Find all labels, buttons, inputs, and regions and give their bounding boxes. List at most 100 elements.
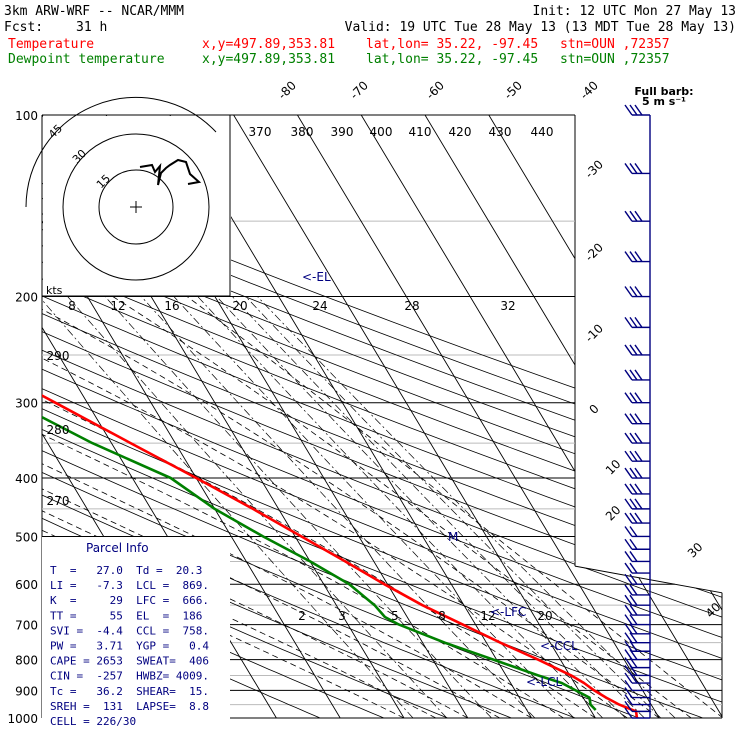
pressure-label-500: 500 [15, 530, 38, 544]
barb-flag [629, 594, 638, 606]
parcel-row: T = 27.0 Td = 20.3 [50, 564, 202, 577]
mixing-line-28 [245, 296, 662, 718]
barb-flag [634, 392, 643, 404]
barb-flag [624, 210, 633, 222]
wind-barb [624, 210, 650, 222]
barb-flag [634, 316, 643, 328]
wind-barb [624, 551, 650, 563]
mixing-label-28: 28 [404, 299, 419, 313]
barb-flag [634, 251, 643, 262]
wind-barb [624, 584, 650, 596]
wind-barb [624, 450, 650, 462]
wind-barb [624, 594, 650, 606]
barb-flag [624, 392, 633, 404]
mixing-ratio-lines [42, 296, 676, 718]
theta-label-390: 390 [331, 125, 354, 139]
wind-barb [624, 392, 650, 404]
barb-flag [629, 286, 638, 297]
theta-low-label-290: 290 [47, 349, 70, 363]
barb-flag [629, 604, 638, 616]
dry-adiabat-400 [42, 115, 722, 718]
barb-flag [624, 551, 633, 562]
barb-flag [629, 665, 638, 676]
parcel-row: K = 29 LFC = 666. [50, 594, 209, 607]
dry-adiabat-330 [42, 115, 722, 718]
barb-flag [624, 672, 633, 684]
moist-adiabat-35 [112, 296, 692, 718]
wind-barb [624, 562, 650, 574]
m-marker: M [448, 530, 458, 544]
mixing-label-20: 20 [232, 299, 247, 313]
barb-flag [624, 707, 633, 719]
barb-key-line1: Full barb: [634, 85, 693, 98]
barb-flag [634, 483, 643, 495]
hodograph-ring-0 [98, 169, 174, 245]
parcel-row: LI = -7.3 LCL = 869. [50, 579, 209, 592]
dewpoint-line [42, 115, 597, 711]
barb-flag [624, 573, 633, 585]
barb-flag [629, 657, 638, 669]
wind-barb [624, 604, 650, 616]
mixing-low-label-12: 12 [480, 609, 495, 623]
dry-adiabat-420 [42, 115, 722, 718]
wind-barb [624, 344, 650, 356]
isotherm-20 [216, 115, 604, 718]
lcl-marker: <-LCL [526, 675, 562, 689]
temp-label-30: 30 [685, 540, 706, 561]
wind-barb [624, 573, 650, 585]
temp-label--70: -70 [347, 78, 371, 102]
barb-flag [624, 450, 633, 462]
pressure-label-1000: 1000 [7, 712, 38, 726]
wind-barb [624, 163, 650, 175]
barb-flag [629, 551, 638, 562]
barb-flag [629, 512, 638, 524]
theta-label-420: 420 [449, 125, 472, 139]
barb-flag [629, 623, 638, 635]
barb-flag [629, 392, 638, 404]
hodograph-ring-1 [62, 133, 210, 281]
pressure-label-100: 100 [15, 109, 38, 123]
isotherm-30 [280, 115, 668, 718]
dry-adiabat-440 [42, 115, 722, 718]
temp-label--10: -10 [582, 321, 606, 345]
temp-xy: x,y=497.89,353.81 [202, 37, 335, 52]
parcel-row: CELL = 226/30 [50, 715, 136, 728]
dry-adiabat-320 [42, 115, 722, 718]
barb-flag [634, 413, 643, 425]
moist-adiabat-15 [42, 296, 564, 718]
barb-flag [634, 163, 643, 174]
barb-flag [624, 562, 633, 574]
isotherm-40 [344, 115, 722, 718]
barb-flag [629, 163, 638, 174]
mixing-low-label-3: 3 [338, 609, 346, 623]
mixing-label-32: 32 [500, 299, 515, 313]
parcel-info-box: Parcel Info T = 27.0 Td = 20.3 LI = -7.3 … [42, 537, 230, 729]
model-title: 3km ARW-WRF -- NCAR/MMM [4, 4, 184, 19]
barb-flag [624, 163, 633, 174]
theta-label-400: 400 [370, 125, 393, 139]
dry-adiabat-310 [42, 115, 722, 718]
barb-flag [629, 104, 638, 116]
wind-barb [624, 694, 650, 706]
barb-flag [634, 498, 643, 510]
barb-flag [624, 512, 633, 524]
barb-flag [624, 614, 633, 625]
barb-flag [624, 369, 633, 381]
barb-flag [624, 316, 633, 328]
wind-barb [624, 687, 650, 699]
wind-barb [624, 369, 650, 381]
temp-label-20: 20 [603, 503, 624, 524]
barb-flag [634, 344, 643, 356]
mixing-line-5 [104, 296, 492, 718]
barb-flag [629, 344, 638, 356]
barb-flag [624, 700, 633, 712]
dew-stn: stn=OUN ,72357 [560, 52, 670, 67]
barb-flag [629, 467, 638, 479]
lfc-marker: <-LFC [490, 605, 526, 619]
barb-flag [629, 316, 638, 328]
barb-flag [624, 526, 633, 537]
theta-label-430: 430 [489, 125, 512, 139]
parcel-row: CAPE = 2653 SWEAT= 406 [50, 655, 209, 668]
temp-label-10: 10 [603, 457, 624, 478]
